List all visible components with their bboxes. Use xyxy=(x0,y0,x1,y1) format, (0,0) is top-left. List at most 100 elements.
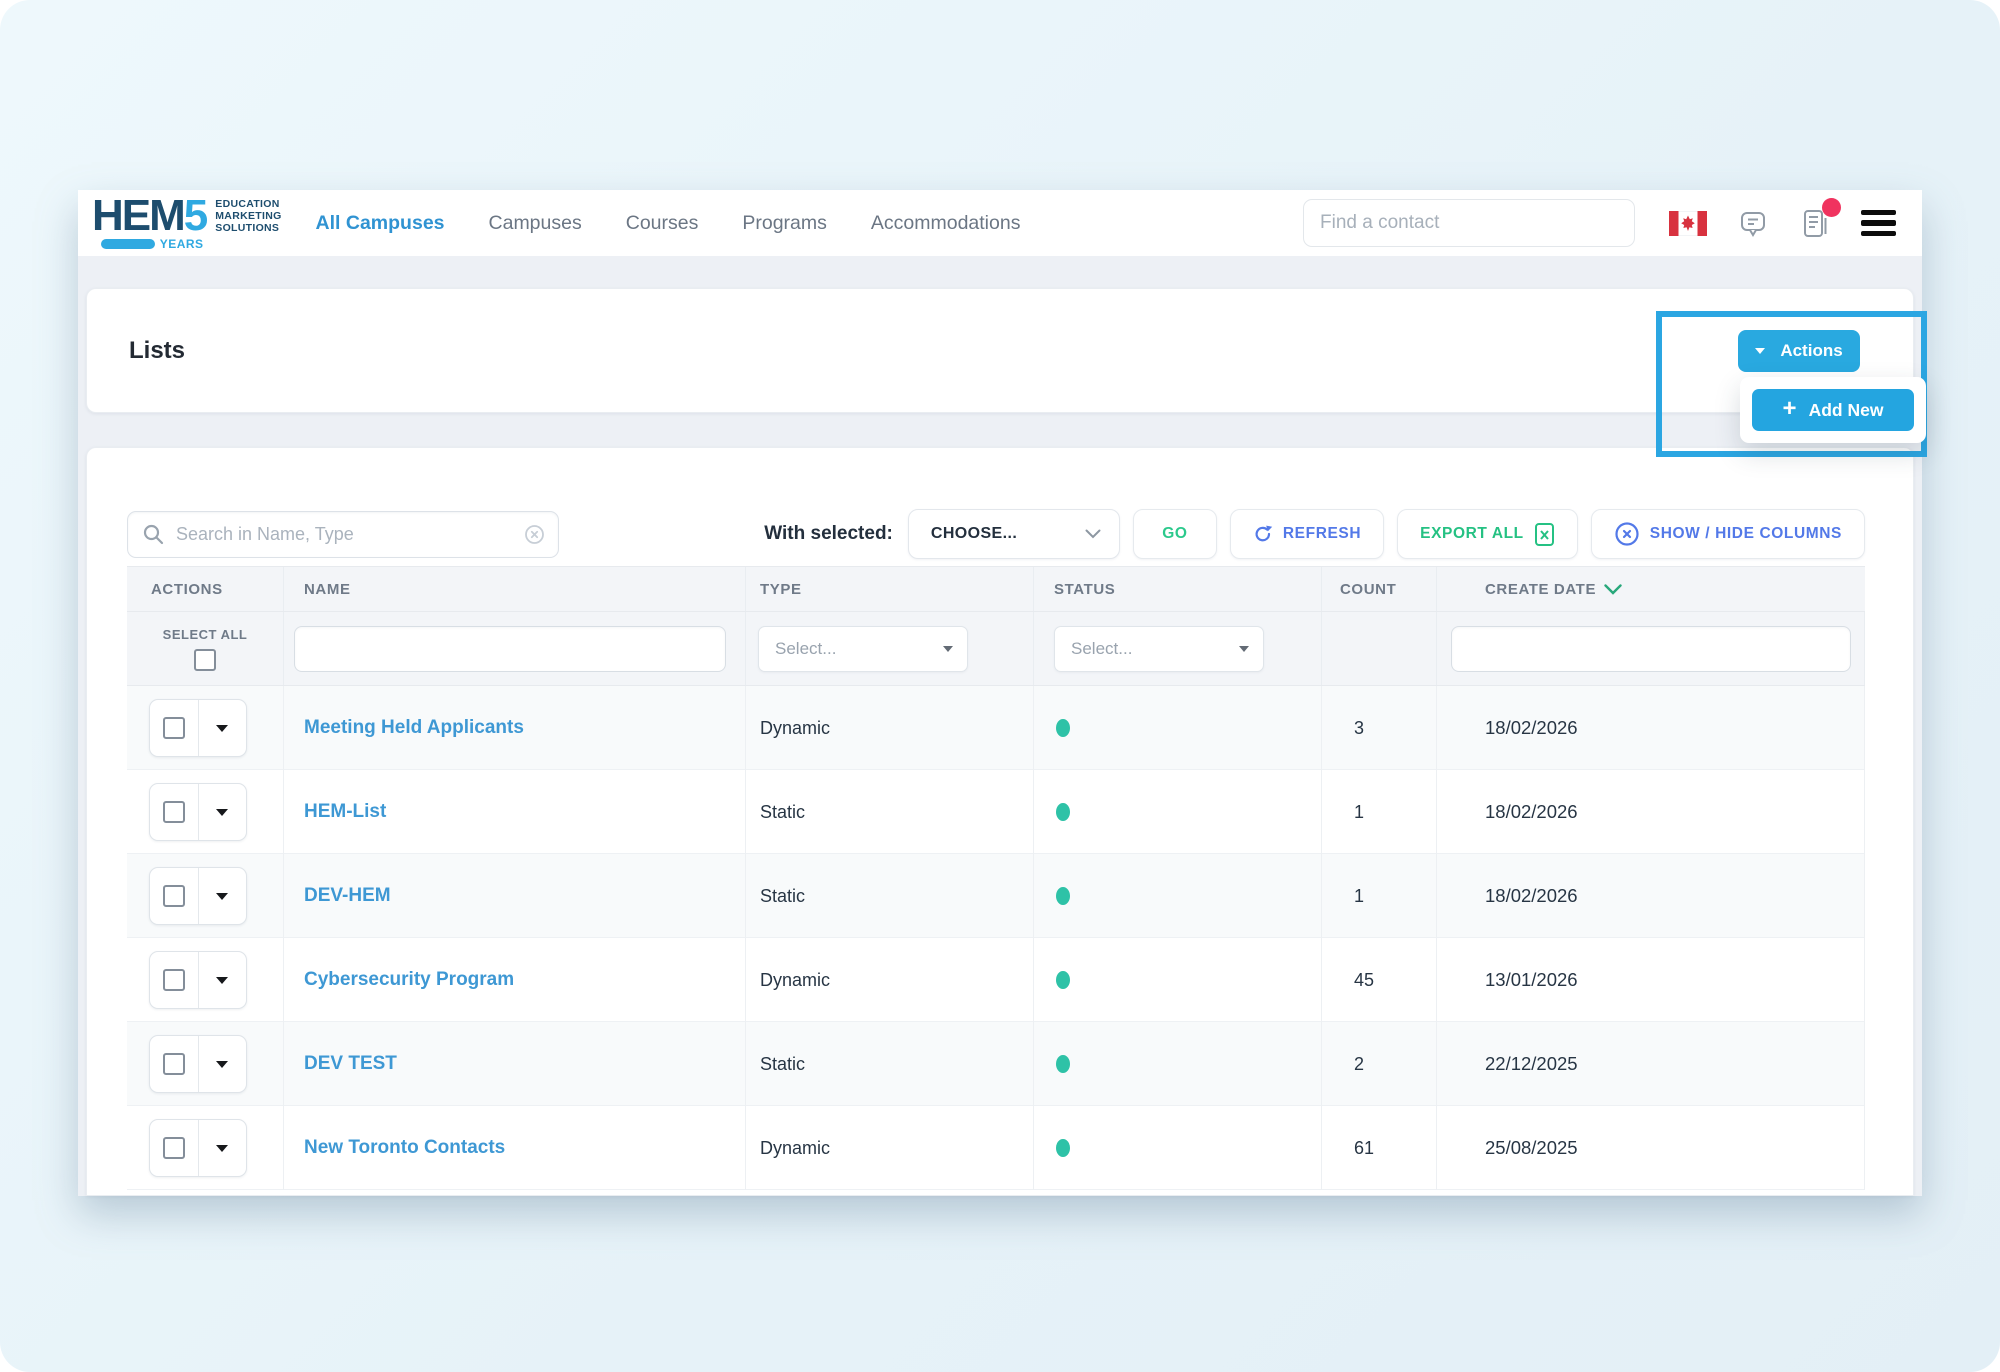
show-hide-columns-button[interactable]: SHOW / HIDE COLUMNS xyxy=(1590,509,1865,559)
find-contact-input[interactable] xyxy=(1303,199,1635,247)
go-button[interactable]: GO xyxy=(1132,509,1217,559)
row-cell-actions xyxy=(127,854,284,938)
row-cell-create-date: 13/01/2026 xyxy=(1437,938,1865,1022)
row-cell-create-date: 22/12/2025 xyxy=(1437,1022,1865,1106)
row-menu-segment[interactable] xyxy=(199,1120,247,1176)
row-menu-segment[interactable] xyxy=(199,700,247,756)
row-cell-type: Dynamic xyxy=(746,938,1034,1022)
actions-button[interactable]: Actions xyxy=(1738,330,1860,372)
table-row: DEV TEST Static 2 22/12/2025 xyxy=(127,1022,1865,1106)
row-checkbox-segment[interactable] xyxy=(150,1120,199,1176)
list-name-link[interactable]: Meeting Held Applicants xyxy=(304,717,524,738)
row-cell-status xyxy=(1034,854,1322,938)
list-type: Dynamic xyxy=(760,717,831,738)
row-checkbox-segment[interactable] xyxy=(150,700,199,756)
column-header-create-date[interactable]: CREATE DATE xyxy=(1437,567,1865,611)
column-header-count[interactable]: COUNT xyxy=(1322,567,1437,611)
row-checkbox[interactable] xyxy=(162,969,185,991)
chevron-down-icon xyxy=(216,976,229,984)
column-header-name[interactable]: NAME xyxy=(284,567,746,611)
row-checkbox[interactable] xyxy=(162,1137,185,1159)
create-date-filter-input[interactable] xyxy=(1451,625,1851,672)
row-checkbox-segment[interactable] xyxy=(150,952,199,1008)
name-filter-input[interactable] xyxy=(294,625,726,672)
row-checkbox-segment[interactable] xyxy=(150,868,199,924)
chevron-down-icon xyxy=(1239,645,1249,652)
notifications-icon[interactable] xyxy=(1799,198,1841,240)
row-cell-create-date: 18/02/2026 xyxy=(1437,854,1865,938)
column-header-status[interactable]: STATUS xyxy=(1034,567,1322,611)
row-cell-count: 1 xyxy=(1322,854,1437,938)
table-row: DEV-HEM Static 1 18/02/2026 xyxy=(127,854,1865,938)
app-window: HEM5 EDUCATION MARKETING SOLUTIONS YEARS… xyxy=(78,190,1927,1196)
table-search-input[interactable] xyxy=(127,510,559,558)
refresh-button[interactable]: REFRESH xyxy=(1229,509,1385,559)
row-cell-actions xyxy=(127,770,284,854)
add-new-button[interactable]: + Add New xyxy=(1752,389,1914,431)
row-menu-segment[interactable] xyxy=(199,952,247,1008)
list-type: Static xyxy=(760,1053,806,1074)
nav-link-programs[interactable]: Programs xyxy=(742,211,827,234)
column-header-type[interactable]: TYPE xyxy=(746,567,1034,611)
row-cell-create-date: 25/08/2025 xyxy=(1437,1106,1865,1190)
chevron-down-icon xyxy=(943,645,953,652)
list-create-date: 18/02/2026 xyxy=(1485,717,1578,738)
list-name-link[interactable]: DEV TEST xyxy=(304,1053,397,1074)
row-cell-count: 61 xyxy=(1322,1106,1437,1190)
table-body: Meeting Held Applicants Dynamic 3 18/02/… xyxy=(127,686,1865,1190)
select-all-label: SELECT ALL xyxy=(162,626,248,642)
export-all-button[interactable]: EXPORT ALL xyxy=(1397,509,1578,559)
table-row: Cybersecurity Program Dynamic 45 13/01/2… xyxy=(127,938,1865,1022)
row-checkbox-segment[interactable] xyxy=(150,1036,199,1092)
select-all-checkbox[interactable] xyxy=(194,648,216,671)
status-active-dot xyxy=(1056,971,1070,989)
row-menu-segment[interactable] xyxy=(199,784,247,840)
list-type: Dynamic xyxy=(760,1137,831,1158)
list-count: 61 xyxy=(1354,1137,1375,1158)
row-checkbox[interactable] xyxy=(162,717,185,739)
clear-search-icon[interactable] xyxy=(524,524,545,545)
row-checkbox[interactable] xyxy=(162,885,185,907)
list-name-link[interactable]: Cybersecurity Program xyxy=(304,969,515,990)
row-menu-segment[interactable] xyxy=(199,1036,247,1092)
excel-file-icon xyxy=(1534,522,1554,546)
row-cell-name: DEV-HEM xyxy=(284,854,746,938)
brand-logo[interactable]: HEM5 EDUCATION MARKETING SOLUTIONS YEARS xyxy=(92,193,282,251)
list-count: 45 xyxy=(1354,969,1375,990)
chevron-down-icon xyxy=(1085,529,1101,539)
list-create-date: 18/02/2026 xyxy=(1485,801,1578,822)
nav-link-all-campuses[interactable]: All Campuses xyxy=(315,211,445,234)
row-checkbox[interactable] xyxy=(162,801,185,823)
row-cell-count: 1 xyxy=(1322,770,1437,854)
filter-cell-actions: SELECT ALL xyxy=(127,612,284,685)
list-name-link[interactable]: DEV-HEM xyxy=(304,885,391,906)
chevron-down-icon xyxy=(216,1144,229,1152)
row-checkbox[interactable] xyxy=(162,1053,185,1075)
row-cell-actions xyxy=(127,1106,284,1190)
row-cell-actions xyxy=(127,686,284,770)
status-filter-select[interactable]: Select... xyxy=(1054,625,1264,672)
table-row: HEM-List Static 1 18/02/2026 xyxy=(127,770,1865,854)
list-type: Static xyxy=(760,801,806,822)
row-menu-segment[interactable] xyxy=(199,868,247,924)
bulk-action-select[interactable]: CHOOSE... xyxy=(907,509,1120,559)
nav-link-courses[interactable]: Courses xyxy=(625,211,699,234)
nav-link-accommodations[interactable]: Accommodations xyxy=(870,211,1021,234)
chat-icon[interactable] xyxy=(1737,207,1769,239)
row-action-control xyxy=(149,867,247,925)
type-filter-select[interactable]: Select... xyxy=(758,625,968,672)
list-name-link[interactable]: HEM-List xyxy=(304,801,387,822)
row-cell-type: Dynamic xyxy=(746,686,1034,770)
row-checkbox-segment[interactable] xyxy=(150,784,199,840)
row-cell-name: New Toronto Contacts xyxy=(284,1106,746,1190)
menu-icon[interactable] xyxy=(1861,209,1896,237)
row-cell-count: 3 xyxy=(1322,686,1437,770)
canada-flag-icon[interactable] xyxy=(1669,210,1707,236)
list-name-link[interactable]: New Toronto Contacts xyxy=(304,1137,506,1158)
row-cell-type: Static xyxy=(746,854,1034,938)
actions-dropdown-menu: + Add New xyxy=(1740,377,1926,443)
page-title: Lists xyxy=(129,336,186,364)
nav-link-campuses[interactable]: Campuses xyxy=(488,211,582,234)
row-action-control xyxy=(149,1119,247,1177)
